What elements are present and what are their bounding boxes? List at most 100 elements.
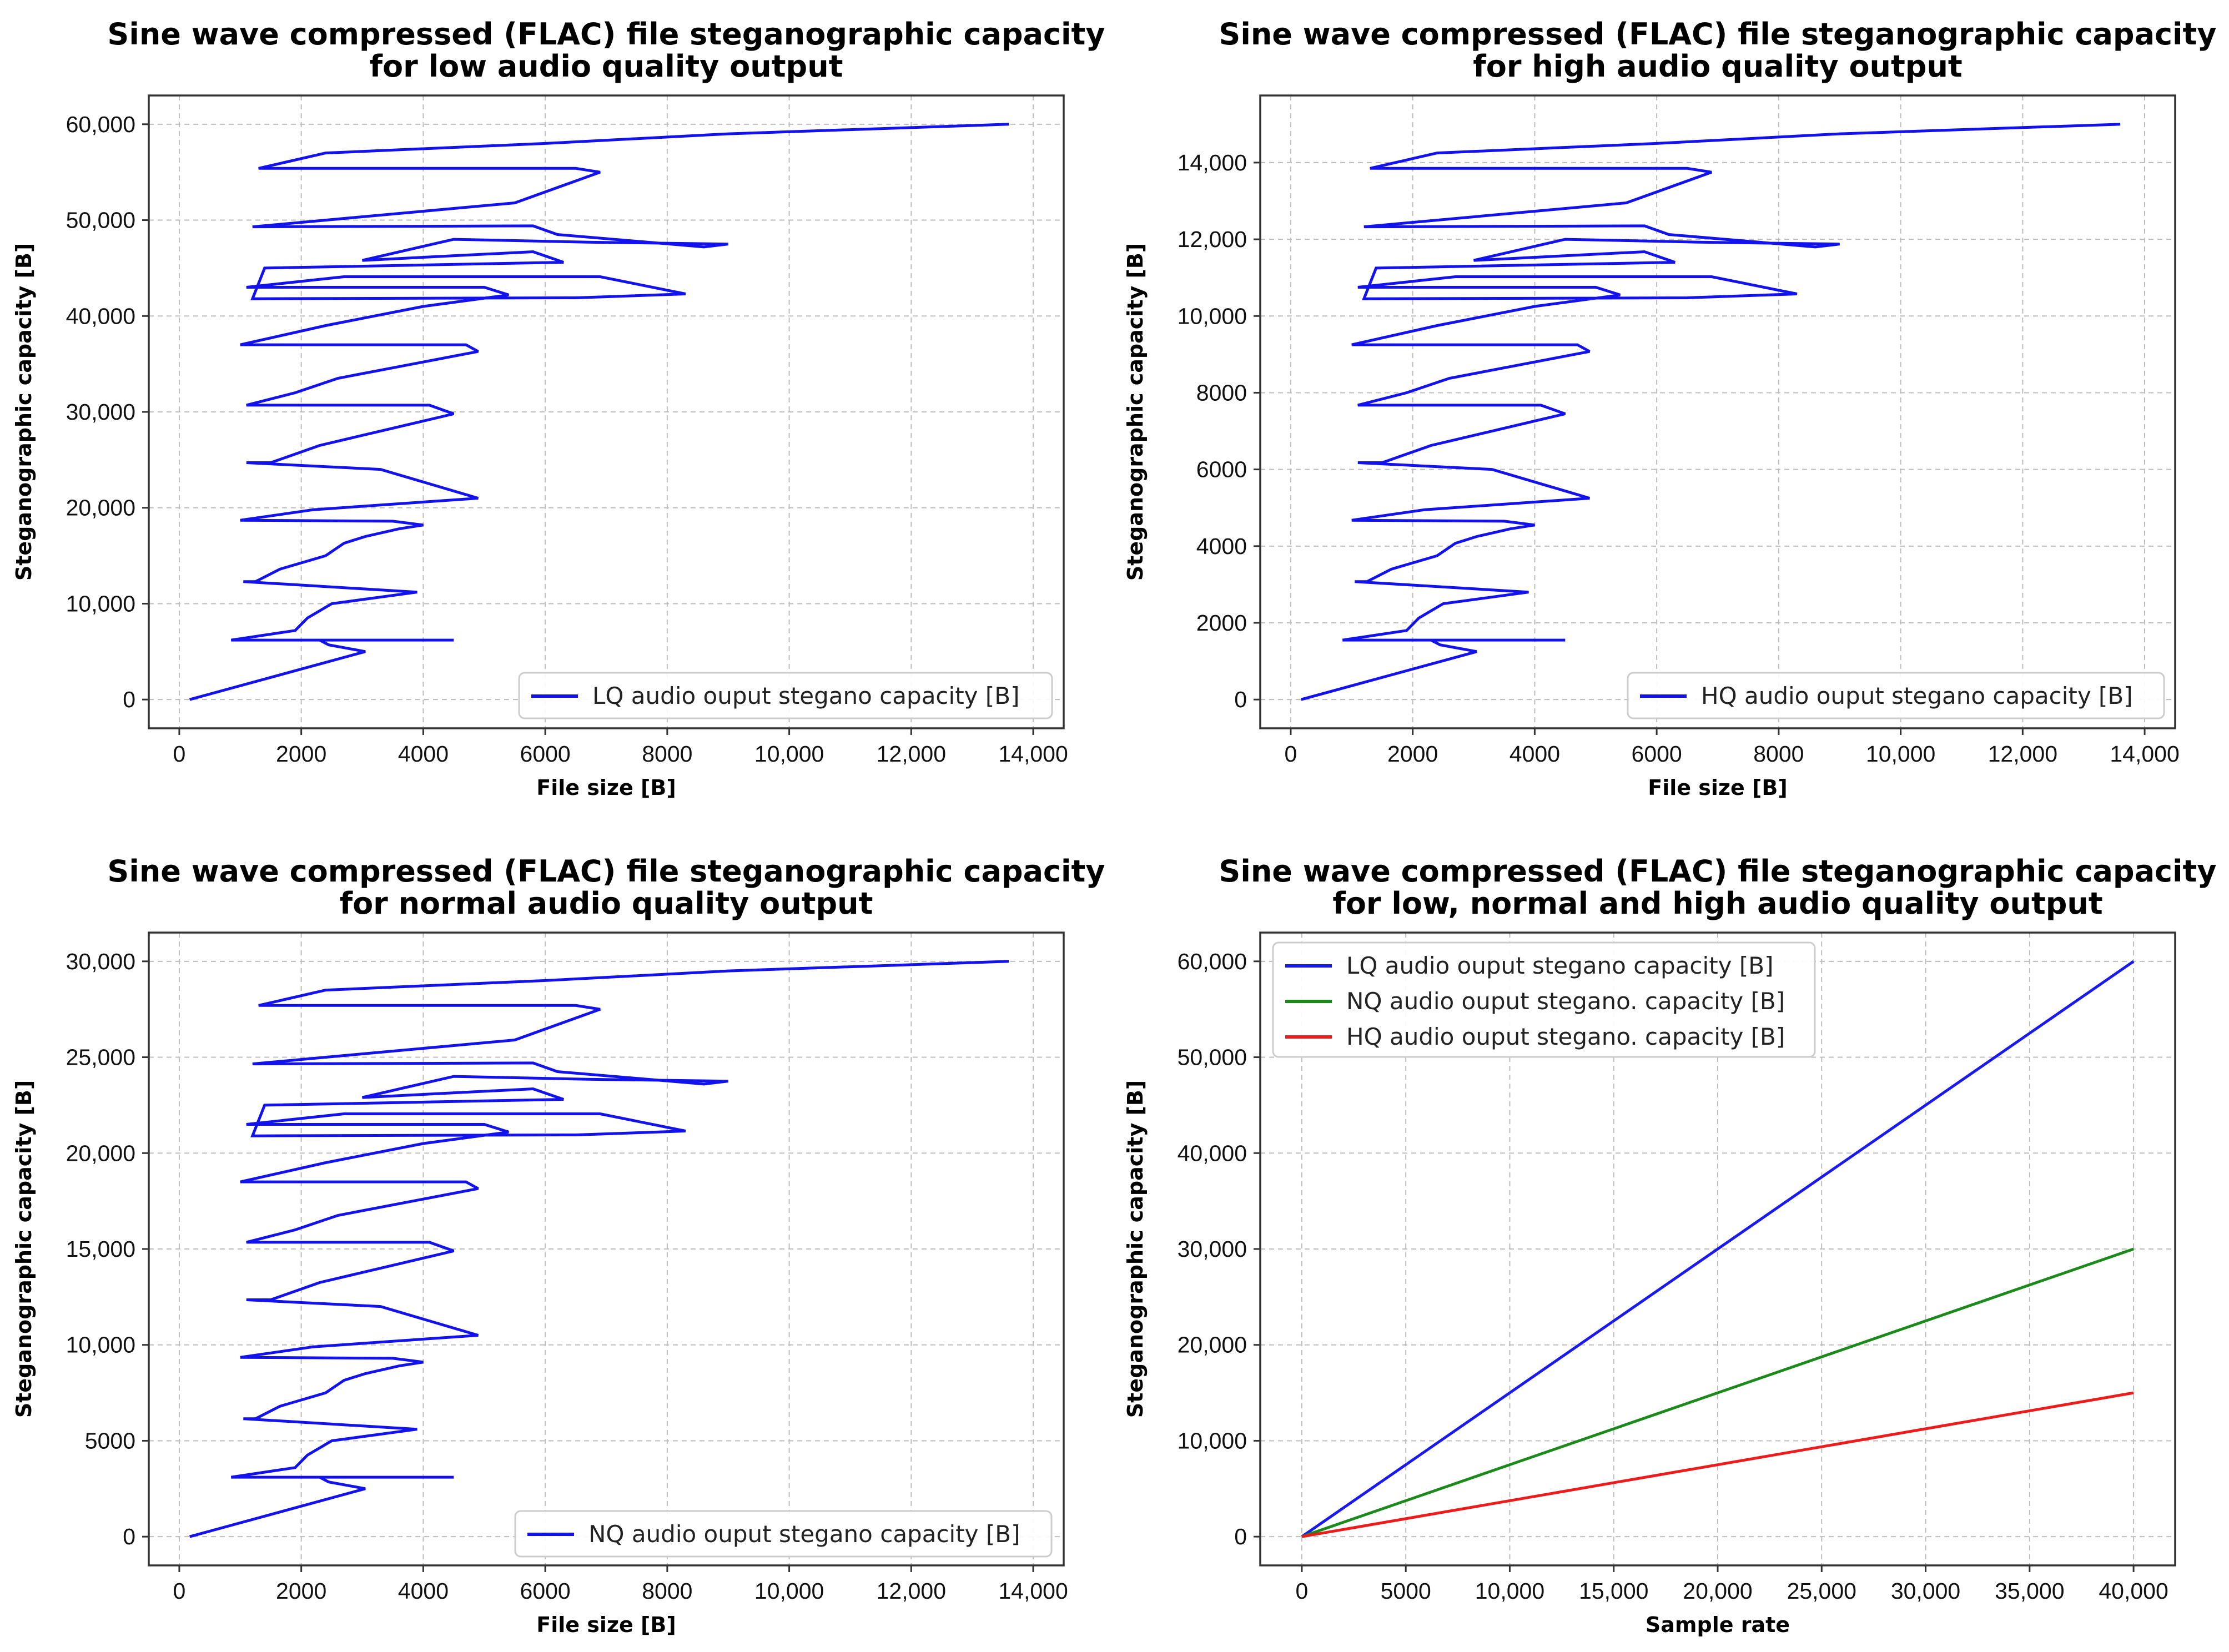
chart-title-line-1: Sine wave compressed (FLAC) file stegano… [1219, 17, 2216, 52]
y-tick-label: 60,000 [66, 112, 135, 137]
y-tick-label: 0 [1234, 1524, 1247, 1549]
y-tick-label: 0 [1234, 687, 1247, 712]
plot-frame [1259, 94, 2176, 729]
x-tick-label: 6000 [1632, 741, 1682, 767]
x-tick-label: 20,000 [1683, 1578, 1752, 1604]
legend-entry-1: NQ audio ouput stegano capacity [B] [588, 1520, 1020, 1548]
y-tick-label: 15,000 [66, 1236, 135, 1262]
x-tick-label: 0 [173, 1578, 186, 1604]
x-tick-label: 6000 [520, 741, 571, 767]
x-tick-label: 10,000 [754, 741, 824, 767]
x-tick-label: 4000 [1510, 741, 1560, 767]
y-tick-label: 25,000 [66, 1045, 135, 1070]
legend-entry-3: HQ audio ouput stegano. capacity [B] [1346, 1023, 1785, 1050]
legend-box [518, 672, 1053, 719]
legend: HQ audio ouput stegano capacity [B] [1627, 672, 2165, 719]
series-line-1 [189, 123, 1009, 701]
x-axis-label: File size [B] [1648, 775, 1787, 800]
legend-entry-2: NQ audio ouput stegano. capacity [B] [1346, 988, 1785, 1015]
series-line-1 [1300, 123, 2121, 701]
legend: LQ audio ouput stegano capacity [B] NQ au… [1272, 941, 1816, 1058]
x-tick-label: 5000 [1381, 1578, 1431, 1604]
chart-title-line-2: for normal audio quality output [340, 886, 873, 921]
y-tick-label: 8000 [1196, 380, 1247, 405]
x-axis-label: File size [B] [536, 775, 676, 800]
x-tick-label: 8000 [1753, 741, 1804, 767]
chart-title-line-1: Sine wave compressed (FLAC) file stegano… [1219, 854, 2216, 889]
x-tick-label: 12,000 [877, 741, 946, 767]
y-tick-label: 0 [123, 687, 135, 712]
x-tick-label: 8000 [642, 741, 692, 767]
x-tick-label: 0 [173, 741, 186, 767]
y-tick-label: 30,000 [1178, 1236, 1247, 1262]
x-tick-label: 0 [1285, 741, 1297, 767]
x-tick-label: 12,000 [877, 1578, 946, 1604]
x-tick-label: 35,000 [1995, 1578, 2064, 1604]
y-tick-label: 40,000 [66, 303, 135, 329]
y-tick-label: 10,000 [1178, 303, 1247, 329]
x-tick-label: 4000 [398, 1578, 449, 1604]
x-tick-label: 2000 [1387, 741, 1438, 767]
series-line-2 [1301, 1247, 2134, 1538]
y-tick-label: 20,000 [66, 1140, 135, 1166]
x-tick-label: 2000 [276, 1578, 326, 1604]
x-tick-label: 10,000 [754, 1578, 824, 1604]
y-tick-label: 50,000 [1178, 1045, 1247, 1070]
series-line-1 [189, 960, 1009, 1538]
y-axis-label: Steganographic capacity [B] [1123, 1080, 1148, 1418]
legend: LQ audio ouput stegano capacity [B] [518, 672, 1053, 719]
y-tick-label: 30,000 [66, 399, 135, 425]
y-axis-label: Steganographic capacity [B] [12, 1080, 36, 1418]
x-tick-label: 8000 [642, 1578, 692, 1604]
chart-title-line-1: Sine wave compressed (FLAC) file stegano… [107, 854, 1105, 889]
y-tick-label: 10,000 [66, 591, 135, 616]
y-tick-label: 40,000 [1178, 1140, 1247, 1166]
x-tick-label: 12,000 [1988, 741, 2057, 767]
y-tick-label: 60,000 [1178, 949, 1247, 974]
chart-1: 0 2000 4000 6000 8000 10,000 12,000 14,000 0 10,0… [12, 17, 1105, 800]
x-axis-label: Sample rate [1646, 1613, 1790, 1637]
legend-box [514, 1510, 1053, 1558]
x-tick-label: 14,000 [998, 1578, 1068, 1604]
chart-4: 0 5000 10,000 15,000 20,000 25,000 30,000 35,00… [1123, 854, 2217, 1637]
chart-2: 0 2000 4000 6000 8000 10,000 12,000 14,000 0 2000… [1123, 17, 2217, 800]
y-tick-label: 5000 [85, 1428, 135, 1453]
y-axis-label: Steganographic capacity [B] [1123, 243, 1148, 581]
x-tick-label: 30,000 [1891, 1578, 1960, 1604]
series-line-3 [1301, 1391, 2134, 1538]
y-axis-label: Steganographic capacity [B] [12, 243, 36, 581]
legend: NQ audio ouput stegano capacity [B] [514, 1510, 1053, 1558]
y-tick-label: 12,000 [1178, 226, 1247, 252]
x-tick-label: 4000 [398, 741, 449, 767]
chart-title-line-2: for high audio quality output [1473, 49, 1962, 84]
chart-3: 0 2000 4000 6000 8000 10,000 12,000 14,000 0 5000… [12, 854, 1105, 1637]
chart-title-line-2: for low, normal and high audio quality o… [1332, 886, 2102, 921]
y-tick-label: 0 [123, 1524, 135, 1549]
legend-box [1627, 672, 2165, 719]
y-tick-label: 20,000 [66, 495, 135, 521]
y-tick-label: 6000 [1196, 457, 1247, 482]
chart-title-line-2: for low audio quality output [370, 49, 843, 84]
x-tick-label: 25,000 [1787, 1578, 1856, 1604]
x-tick-label: 6000 [520, 1578, 571, 1604]
y-tick-label: 30,000 [66, 949, 135, 974]
y-tick-label: 2000 [1196, 610, 1247, 636]
y-tick-label: 20,000 [1178, 1332, 1247, 1358]
x-tick-label: 2000 [276, 741, 326, 767]
x-tick-label: 40,000 [2099, 1578, 2168, 1604]
legend-entry-1: HQ audio ouput stegano capacity [B] [1701, 682, 2133, 709]
x-tick-label: 10,000 [1866, 741, 1935, 767]
legend-box [1272, 941, 1816, 1058]
legend-entry-1: LQ audio ouput stegano capacity [B] [1346, 952, 1773, 979]
chart-title-line-1: Sine wave compressed (FLAC) file stegano… [107, 17, 1105, 52]
y-tick-label: 14,000 [1178, 150, 1247, 175]
x-tick-label: 0 [1296, 1578, 1309, 1604]
x-tick-label: 14,000 [2110, 741, 2179, 767]
y-tick-label: 4000 [1196, 533, 1247, 559]
y-tick-label: 10,000 [66, 1332, 135, 1358]
y-tick-label: 10,000 [1178, 1428, 1247, 1453]
y-tick-label: 50,000 [66, 208, 135, 233]
legend-entry-1: LQ audio ouput stegano capacity [B] [592, 682, 1019, 709]
x-axis-label: File size [B] [536, 1613, 676, 1637]
